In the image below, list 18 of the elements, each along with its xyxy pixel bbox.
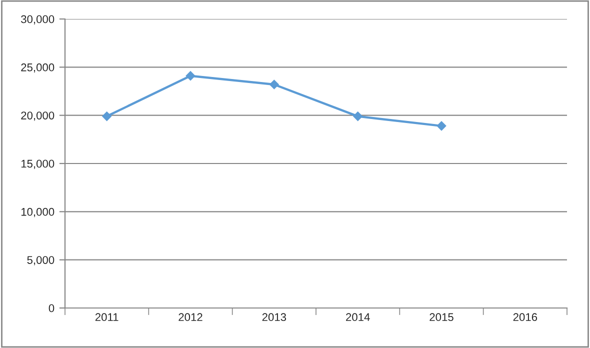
point <box>102 112 112 121</box>
x-tick-label: 2016 <box>513 313 538 322</box>
point <box>270 80 279 90</box>
point <box>186 71 196 80</box>
point <box>353 112 362 121</box>
y-tick-label: 15,000 <box>21 160 54 169</box>
point <box>436 121 446 131</box>
x-tick-label: 2013 <box>262 313 286 322</box>
y-tick-label: 30,000 <box>21 15 54 24</box>
x-tick-label: 2014 <box>346 313 370 322</box>
x-tick-label: 2011 <box>95 313 118 322</box>
y-tick-label: 0 <box>48 304 54 312</box>
y-tick-label: 25,000 <box>21 63 54 73</box>
x-tick-label: 2012 <box>178 313 202 322</box>
y-tick-label: 10,000 <box>21 208 54 218</box>
y-tick-label: 20,000 <box>21 112 54 121</box>
x-tick-label: 2015 <box>430 313 454 322</box>
y-tick-label: 5,000 <box>27 256 54 266</box>
